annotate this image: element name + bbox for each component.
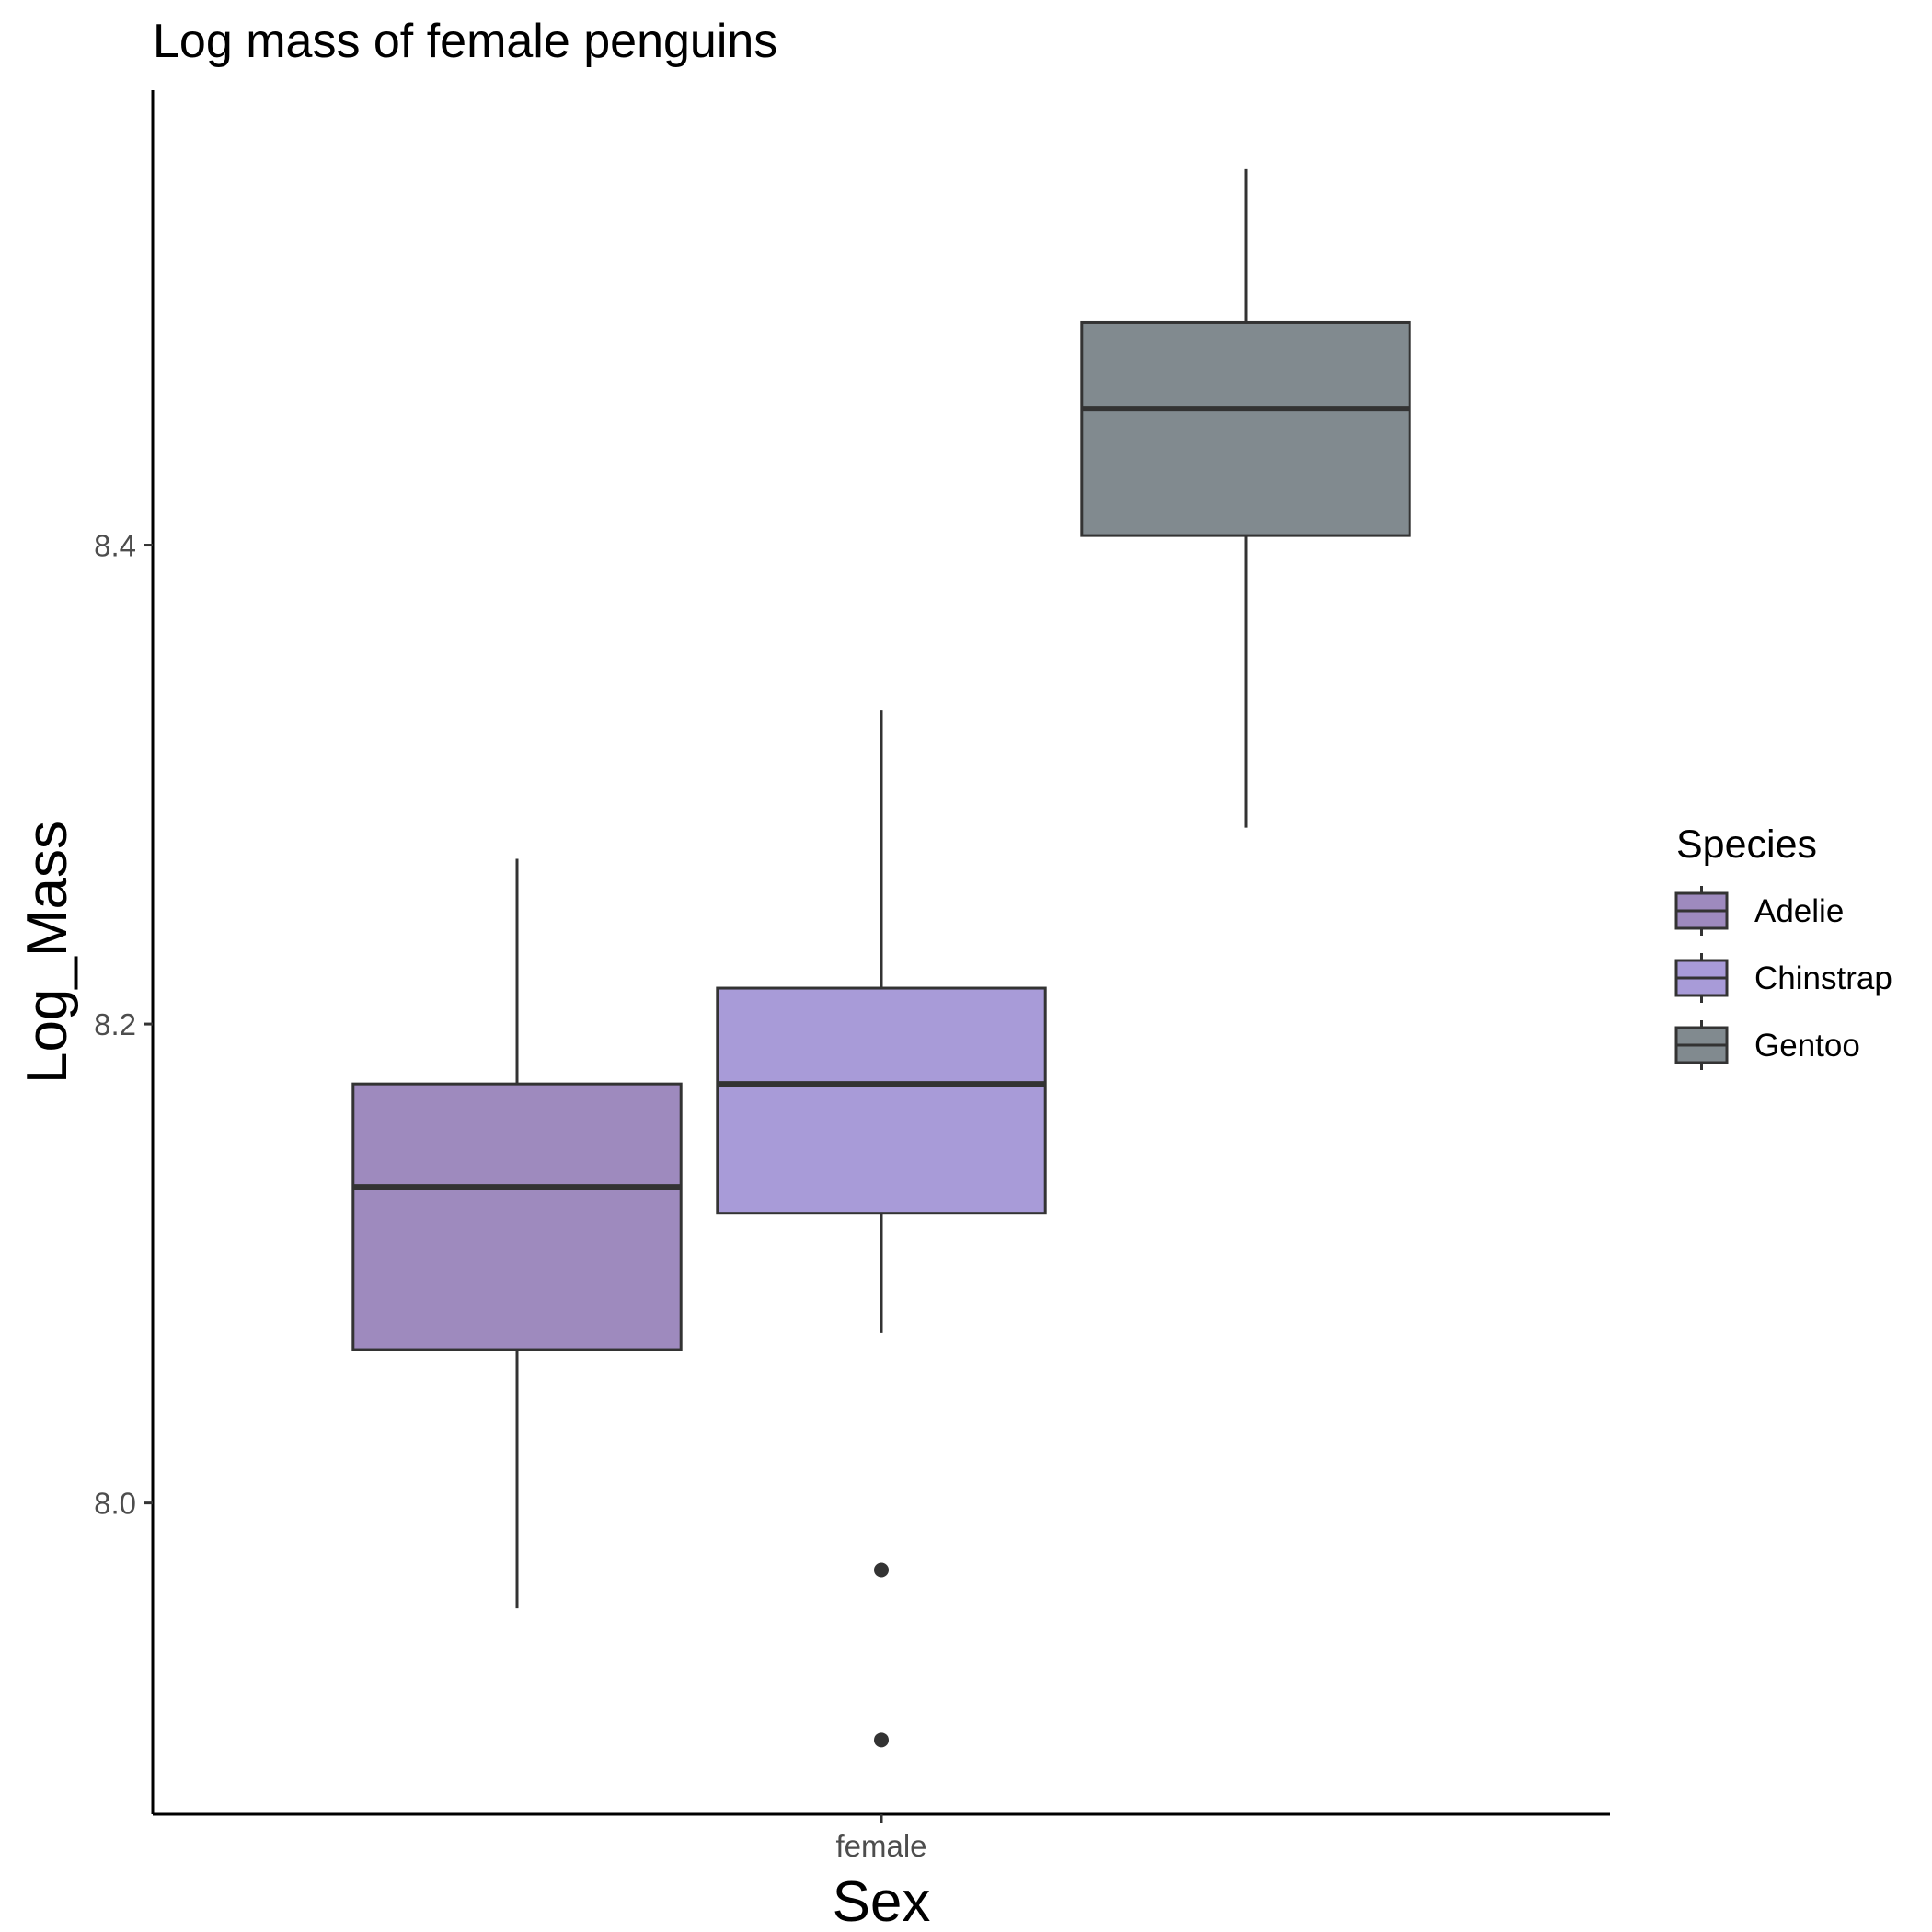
legend-label: Adelie [1754,893,1844,929]
legend-label: Chinstrap [1754,960,1892,996]
y-tick-label: 8.0 [94,1487,136,1521]
legend-label: Gentoo [1754,1028,1860,1064]
legend-item-chinstrap: Chinstrap [1674,953,1892,1003]
x-tick-label: female [835,1829,926,1863]
y-tick-label: 8.4 [94,529,136,563]
legend: Species Adelie Chinstrap Gentoo [1674,822,1892,1070]
plot-area [351,168,1411,1748]
box-iqr [716,986,1047,1215]
x-axis-title: Sex [833,1870,931,1932]
box-iqr [1080,320,1411,537]
outlier-point [874,1562,889,1578]
y-axis-title: Log_Mass [16,821,79,1084]
x-axis-ticks: female [835,1814,927,1863]
legend-item-gentoo: Gentoo [1674,1020,1860,1070]
y-tick-label: 8.2 [94,1007,136,1041]
y-axis-ticks: 8.0 8.2 8.4 [94,529,153,1521]
box-gentoo [1080,168,1411,828]
chart-title: Log mass of female penguins [153,15,777,68]
legend-title: Species [1676,822,1817,867]
legend-item-adelie: Adelie [1674,886,1844,936]
legend-items: Adelie Chinstrap Gentoo [1674,886,1892,1070]
box-iqr [351,1082,683,1351]
box-adelie [351,858,683,1609]
box-chinstrap [716,710,1047,1748]
outlier-point [874,1732,889,1748]
